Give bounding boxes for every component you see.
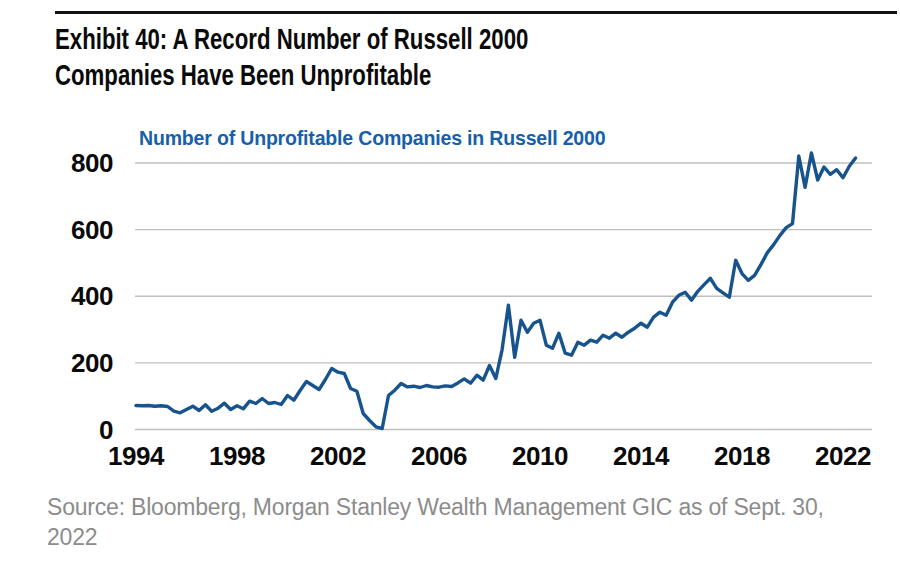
page: Exhibit 40: A Record Number of Russell 2… — [0, 0, 900, 585]
source-line-1: Source: Bloomberg, Morgan Stanley Wealth… — [47, 494, 824, 520]
series-line — [136, 153, 856, 429]
y-axis-tick-label: 200 — [38, 348, 113, 379]
x-axis-tick-label: 2010 — [495, 441, 585, 472]
x-axis-tick-label: 1994 — [91, 441, 181, 472]
source-line-2: 2022 — [47, 524, 97, 550]
y-axis-tick-label: 600 — [38, 215, 113, 246]
x-axis-tick-label: 2022 — [798, 441, 888, 472]
y-axis-tick-label: 800 — [38, 148, 113, 179]
x-axis-tick-label: 2002 — [293, 441, 383, 472]
x-axis-tick-label: 2018 — [697, 441, 787, 472]
x-axis-tick-label: 2014 — [596, 441, 686, 472]
x-axis-tick-label: 2006 — [394, 441, 484, 472]
x-axis-tick-label: 1998 — [192, 441, 282, 472]
y-axis-tick-label: 400 — [38, 281, 113, 312]
source-note: Source: Bloomberg, Morgan Stanley Wealth… — [47, 492, 857, 552]
